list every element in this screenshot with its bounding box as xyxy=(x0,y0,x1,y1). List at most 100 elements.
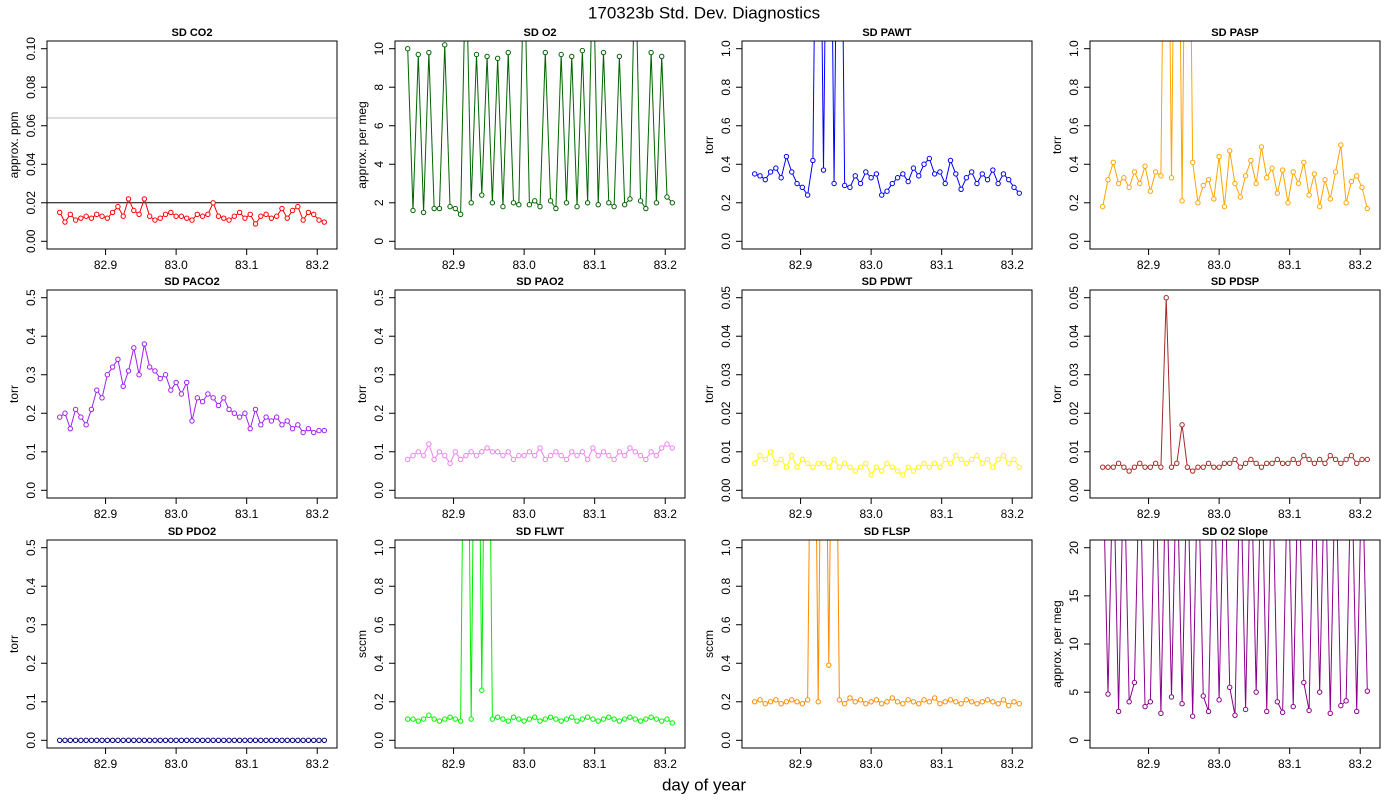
plot-frame xyxy=(394,40,686,250)
data-point xyxy=(463,452,469,459)
data-point xyxy=(1258,144,1265,150)
y-tick-label: 0.4 xyxy=(24,578,38,595)
data-point xyxy=(431,205,437,212)
data-point xyxy=(1253,460,1259,467)
data-point xyxy=(1205,708,1212,715)
plot-frame xyxy=(46,40,338,250)
data-point xyxy=(1168,464,1175,470)
x-tick-label: 83.2 xyxy=(1001,757,1025,771)
y-tick-label: 4 xyxy=(372,161,386,168)
data-point xyxy=(316,737,322,743)
data-point xyxy=(537,445,543,451)
data-point xyxy=(931,695,938,701)
y-tick-label: 0.0 xyxy=(1067,233,1081,250)
data-point xyxy=(905,178,911,185)
data-point xyxy=(1306,192,1312,198)
data-point xyxy=(621,716,628,722)
data-point xyxy=(778,456,784,463)
data-point xyxy=(537,718,543,724)
chart-title: 170323b Std. Dev. Diagnostics xyxy=(588,3,820,22)
y-tick-label: 0.02 xyxy=(719,401,733,425)
y-tick-label: 0.0 xyxy=(372,482,386,499)
data-point xyxy=(484,445,490,451)
data-point xyxy=(115,203,121,210)
data-point xyxy=(62,737,68,743)
data-point xyxy=(1216,464,1222,470)
data-point xyxy=(321,219,327,225)
y-tick-label: 0.2 xyxy=(24,655,38,672)
y-tick-label: 0.0 xyxy=(24,732,38,749)
data-point xyxy=(942,699,948,705)
data-point xyxy=(468,716,474,722)
data-point xyxy=(194,211,200,218)
data-point xyxy=(268,737,275,743)
data-point xyxy=(558,718,564,724)
x-tick-label: 83.0 xyxy=(859,258,883,272)
data-point xyxy=(595,452,601,459)
data-point xyxy=(1327,710,1333,717)
data-point xyxy=(162,737,169,743)
data-point xyxy=(226,217,232,223)
data-point xyxy=(146,364,153,370)
data-point xyxy=(574,452,580,459)
data-point xyxy=(553,716,559,722)
data-point xyxy=(1205,460,1212,467)
data-point xyxy=(894,175,901,181)
data-point xyxy=(937,701,943,707)
data-point xyxy=(1147,464,1154,470)
data-point xyxy=(516,452,522,459)
data-point xyxy=(1115,460,1122,467)
data-point xyxy=(295,422,301,428)
data-point xyxy=(221,215,227,221)
y-tick-label: 0.0 xyxy=(719,732,733,749)
data-point xyxy=(1179,198,1185,204)
data-point xyxy=(659,53,665,60)
y-axis-label: torr xyxy=(1050,136,1064,154)
data-point xyxy=(431,716,437,722)
data-point xyxy=(442,716,448,722)
data-point xyxy=(146,213,153,219)
data-point xyxy=(72,737,79,743)
data-point xyxy=(1264,175,1270,181)
data-line xyxy=(407,540,673,724)
data-point xyxy=(321,737,327,743)
x-tick-label: 83.2 xyxy=(654,757,678,771)
data-point xyxy=(637,452,644,459)
y-tick-label: 0.3 xyxy=(372,366,386,383)
data-point xyxy=(664,716,670,722)
x-tick-label: 82.9 xyxy=(1137,258,1161,272)
data-point xyxy=(921,460,927,467)
panel-title: SD O2 Slope xyxy=(1202,526,1268,538)
y-tick-label: 1.0 xyxy=(1067,40,1081,57)
y-tick-label: 0.8 xyxy=(719,578,733,595)
data-point xyxy=(889,180,895,187)
data-point xyxy=(1274,699,1281,705)
data-point xyxy=(468,449,474,455)
y-tick-label: 0.4 xyxy=(1067,156,1081,173)
y-tick-label: 0.4 xyxy=(372,328,386,345)
data-point xyxy=(231,410,238,416)
data-point xyxy=(868,699,874,705)
data-point xyxy=(1311,171,1318,177)
data-point xyxy=(894,468,901,474)
panel-title: SD O2 xyxy=(523,27,556,39)
y-tick-label: 0.6 xyxy=(719,117,733,134)
y-tick-label: 0.8 xyxy=(372,578,386,595)
data-point xyxy=(194,737,200,743)
data-point xyxy=(1359,184,1365,191)
data-point xyxy=(457,456,464,463)
x-tick-label: 83.1 xyxy=(583,757,607,771)
data-point xyxy=(1248,157,1254,164)
data-point xyxy=(815,460,821,467)
data-point xyxy=(305,737,312,743)
data-point xyxy=(1195,200,1201,206)
data-point xyxy=(452,449,459,455)
data-point xyxy=(616,449,623,455)
data-point xyxy=(1211,196,1217,202)
data-point xyxy=(436,449,443,455)
data-point xyxy=(468,200,474,206)
data-point xyxy=(590,716,596,722)
data-point xyxy=(926,155,933,162)
data-point xyxy=(210,395,216,401)
data-point xyxy=(789,169,795,175)
